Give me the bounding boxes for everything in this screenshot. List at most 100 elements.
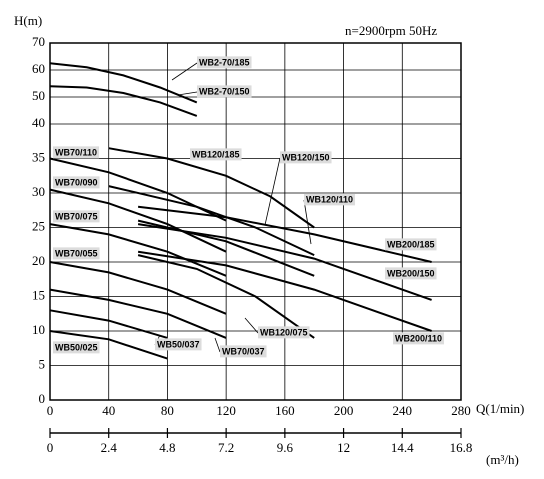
- curve-label: WB120/185: [190, 148, 242, 161]
- y-tick-label: 0: [39, 391, 46, 406]
- x2-tick-label: 9.6: [277, 440, 294, 455]
- curve-label: WB200/110: [393, 332, 445, 345]
- curve: [49, 288, 227, 339]
- x2-tick-label: 16.8: [450, 440, 473, 455]
- chart-title: n=2900rpm 50Hz: [345, 23, 437, 38]
- label-box: [393, 332, 445, 345]
- label-box: [53, 176, 100, 189]
- curve-label: WB2-70/150: [197, 85, 252, 98]
- label-box: [385, 267, 437, 280]
- curve-label: WB200/150: [385, 267, 437, 280]
- x-tick-label: 80: [161, 403, 174, 418]
- plot-frame: [49, 42, 462, 401]
- curve: [49, 62, 198, 104]
- leader-line: [177, 91, 198, 96]
- curve-label: WB70/075: [53, 210, 100, 223]
- y-tick-label: 60: [32, 61, 45, 76]
- label-box: [197, 56, 252, 69]
- y-tick-label: 50: [32, 88, 45, 103]
- label-box: [304, 193, 356, 206]
- label-box: [53, 247, 100, 260]
- y-tick-label: 25: [32, 218, 45, 233]
- curve-label-text: WB200/110: [395, 333, 442, 343]
- curve-label-text: WB120/185: [192, 149, 240, 159]
- x2-axis-label: (m³/h): [486, 452, 519, 467]
- x-tick-label: 200: [334, 403, 354, 418]
- curve-label: WB50/037: [155, 338, 202, 351]
- curve-label: WB120/110: [304, 193, 356, 206]
- y-tick-label: 30: [32, 184, 45, 199]
- curve-label: WB70/110: [53, 146, 100, 159]
- leader-line: [264, 157, 281, 226]
- curve-label-text: WB70/110: [55, 147, 97, 157]
- x2-tick-label: 14.4: [391, 440, 414, 455]
- curve-label-text: WB70/090: [55, 177, 98, 187]
- x2-tick-label: 7.2: [218, 440, 234, 455]
- x-axis-label: Q(1/min): [476, 401, 524, 416]
- leader-line: [303, 199, 312, 245]
- curve: [49, 188, 227, 253]
- curve-label-text: WB50/037: [157, 339, 200, 349]
- curve-label: WB50/025: [53, 341, 100, 354]
- curve: [49, 330, 168, 360]
- label-box: [53, 146, 100, 159]
- curve-label: WB120/150: [280, 151, 332, 164]
- label-box: [155, 338, 202, 351]
- curve-label-text: WB120/075: [260, 327, 308, 337]
- curve-label: WB70/037: [220, 345, 267, 358]
- curve: [137, 254, 315, 339]
- leader-line: [171, 62, 198, 81]
- curve: [137, 219, 315, 277]
- y-tick-label: 20: [32, 253, 45, 268]
- y-tick-label: 10: [32, 322, 45, 337]
- x-tick-label: 160: [275, 403, 295, 418]
- leader-line: [244, 317, 259, 334]
- curve-label-text: WB70/075: [55, 211, 98, 221]
- curve: [49, 261, 227, 315]
- curve: [137, 250, 432, 332]
- y-tick-label: 70: [32, 34, 45, 49]
- x-tick-label: 240: [393, 403, 413, 418]
- label-box: [190, 148, 242, 161]
- y-axis-label: H(m): [14, 13, 42, 28]
- curve: [137, 223, 432, 301]
- curve-label-text: WB200/185: [387, 239, 435, 249]
- curve-label-text: WB120/110: [306, 194, 353, 204]
- curve-label-text: WB50/025: [55, 342, 98, 352]
- x-tick-label: 40: [102, 403, 115, 418]
- x2-tick-label: 12: [337, 440, 350, 455]
- curve-label-text: WB2-70/150: [199, 86, 250, 96]
- x-tick-label: 0: [47, 403, 54, 418]
- curve-label-text: WB120/150: [282, 152, 330, 162]
- label-box: [197, 85, 252, 98]
- y-tick-label: 35: [32, 149, 45, 164]
- curve: [49, 309, 168, 339]
- curve-label: WB200/185: [385, 238, 437, 251]
- curve-label-text: WB70/055: [55, 248, 98, 258]
- y-tick-label: 40: [32, 115, 45, 130]
- curve-label: WB120/075: [258, 326, 310, 339]
- curve-label: WB70/090: [53, 176, 100, 189]
- curve-label: WB2-70/185: [197, 56, 252, 69]
- x2-tick-label: 4.8: [159, 440, 175, 455]
- curve-label-text: WB70/037: [222, 346, 265, 356]
- curve: [49, 85, 198, 117]
- curve: [137, 205, 432, 263]
- curve: [108, 147, 315, 229]
- curve-label-text: WB200/150: [387, 268, 435, 278]
- label-box: [385, 238, 437, 251]
- label-box: [258, 326, 310, 339]
- curve-label-text: WB2-70/185: [199, 57, 250, 67]
- x-tick-label: 120: [216, 403, 236, 418]
- label-box: [53, 210, 100, 223]
- curve: [49, 223, 227, 277]
- label-box: [280, 151, 332, 164]
- y-tick-label: 5: [39, 356, 46, 371]
- label-box: [220, 345, 267, 358]
- label-box: [53, 341, 100, 354]
- x-tick-label: 280: [451, 403, 471, 418]
- x2-tick-label: 0: [47, 440, 54, 455]
- leader-line: [214, 337, 221, 353]
- x2-tick-label: 2.4: [101, 440, 118, 455]
